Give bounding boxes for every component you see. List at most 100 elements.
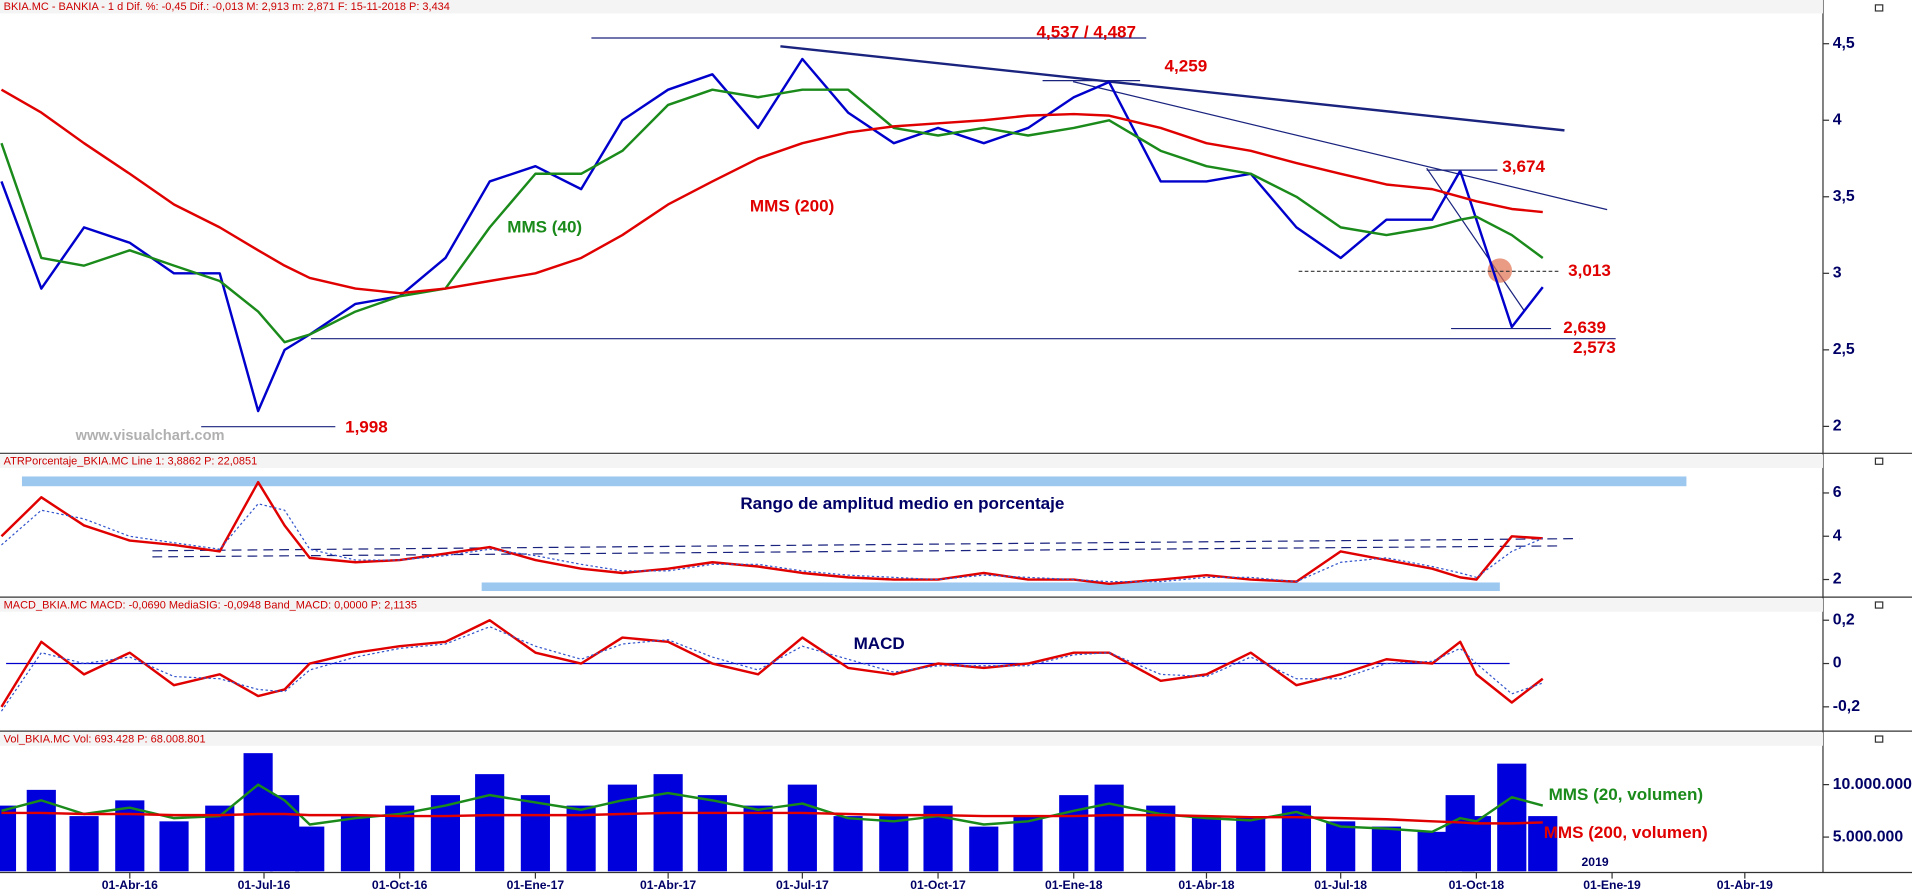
volume-bar xyxy=(1528,816,1558,872)
x-tick-label: 01-Ene-18 xyxy=(1045,878,1103,892)
panel-title: BKIA.MC - BANKIA - 1 d Dif. %: -0,45 Dif… xyxy=(4,1,450,13)
volume-bar xyxy=(1497,763,1527,872)
series-label: MMS (200) xyxy=(750,197,834,216)
level-label: 2,639 xyxy=(1563,318,1606,337)
x-tick-label: 01-Oct-17 xyxy=(910,878,966,892)
level-label: 3,674 xyxy=(1502,157,1545,176)
volume-bar xyxy=(0,805,17,872)
volume-bar xyxy=(475,774,505,872)
volume-bar xyxy=(1326,821,1356,872)
y-tick-label: 2 xyxy=(1833,418,1842,435)
volume-bar xyxy=(520,795,550,872)
panel-title: MACD_BKIA.MC MACD: -0,0690 MediaSIG: -0,… xyxy=(4,600,417,612)
x-tick-label: 01-Abr-16 xyxy=(102,878,158,892)
range-highlight xyxy=(481,582,1500,592)
watermark: www.visualchart.com xyxy=(75,428,225,444)
x-tick-label: 01-Ene-19 xyxy=(1583,878,1641,892)
volume-bar xyxy=(1371,826,1401,872)
y-tick-label: 10.000.000 xyxy=(1833,776,1912,793)
volume-bar xyxy=(787,784,817,872)
volume-bar xyxy=(833,816,863,872)
panel-title: Vol_BKIA.MC Vol: 693.428 P: 68.008.801 xyxy=(4,734,206,746)
panel-header-bg xyxy=(0,598,1823,612)
series-line xyxy=(0,619,1544,708)
x-tick-label: 01-Abr-19 xyxy=(1717,878,1773,892)
y-tick-label: -0,2 xyxy=(1833,698,1860,715)
volume-bar xyxy=(1461,816,1491,872)
level-label: 4,259 xyxy=(1165,57,1208,76)
x-tick-label: 01-Abr-18 xyxy=(1178,878,1234,892)
panel-header-bg xyxy=(0,454,1823,468)
level-label: 2,573 xyxy=(1573,338,1616,357)
y-tick-label: 2 xyxy=(1833,571,1842,588)
volume-bar xyxy=(879,816,909,872)
volume-bar xyxy=(1236,816,1266,872)
highlight-circle xyxy=(1487,258,1513,283)
panel-annotation: Rango de amplitud medio en porcentaje xyxy=(740,494,1064,513)
series-line xyxy=(0,626,1543,712)
control-icon xyxy=(1874,735,1884,743)
dashed-trend xyxy=(152,538,1580,552)
volume-bar xyxy=(159,821,189,872)
window-controls xyxy=(1874,4,1884,743)
panel-annotation: MACD xyxy=(854,634,905,653)
series-line xyxy=(0,88,1544,344)
y-tick-label: 3 xyxy=(1833,265,1842,282)
x-tick-label: 01-Jul-18 xyxy=(1314,878,1367,892)
x-tick-label: 01-Oct-18 xyxy=(1449,878,1505,892)
y-tick-label: 5.000.000 xyxy=(1833,828,1904,845)
level-label: 1,998 xyxy=(345,417,388,436)
volume-bar xyxy=(243,753,273,872)
panel-title: ATRPorcentaje_BKIA.MC Line 1: 3,8862 P: … xyxy=(4,456,258,468)
y-tick-label: 4,5 xyxy=(1833,35,1855,52)
y-tick-label: 2,5 xyxy=(1833,341,1855,358)
x-tick-label: 01-Jul-16 xyxy=(238,878,291,892)
panel-header-bg xyxy=(0,0,1823,14)
control-icon xyxy=(1874,601,1884,609)
year-label: 2019 xyxy=(1582,855,1609,869)
volume-bar xyxy=(1059,795,1089,872)
volume-bar xyxy=(743,805,773,872)
volume-bar xyxy=(270,795,300,872)
level-label: 3,013 xyxy=(1568,261,1611,280)
control-icon xyxy=(1874,457,1884,465)
control-icon xyxy=(1874,4,1884,12)
series-line xyxy=(0,88,1543,295)
volume-bar xyxy=(1094,784,1124,872)
volume-bar xyxy=(69,816,99,872)
x-tick-label: 01-Ene-17 xyxy=(507,878,565,892)
volume-bar xyxy=(969,826,999,872)
series-label: MMS (20, volumen) xyxy=(1549,785,1703,804)
volume-bar xyxy=(115,800,145,872)
x-tick-label: 01-Jul-17 xyxy=(776,878,829,892)
level-label: 4,537 / 4,487 xyxy=(1036,23,1136,42)
series-line xyxy=(1,811,1543,825)
dashed-trend xyxy=(152,545,1561,558)
volume-bar xyxy=(697,795,727,872)
y-tick-label: 3,5 xyxy=(1833,188,1855,205)
volume-bar xyxy=(1417,831,1447,872)
volume-bar xyxy=(295,826,325,872)
series-line xyxy=(0,480,1543,586)
y-tick-label: 4 xyxy=(1833,527,1842,544)
trend-line xyxy=(780,45,1565,132)
volume-bar xyxy=(566,805,596,872)
series-label: MMS (200, volumen) xyxy=(1544,823,1708,842)
series-line xyxy=(1,783,1544,834)
y-tick-label: 6 xyxy=(1833,484,1842,501)
range-highlight xyxy=(21,476,1687,487)
series-line xyxy=(1,503,1544,583)
y-tick-label: 0,2 xyxy=(1833,611,1855,628)
volume-bar xyxy=(1146,805,1176,872)
y-tick-label: 0 xyxy=(1833,655,1842,672)
trend-line xyxy=(1072,81,1608,211)
volume-bar xyxy=(1013,816,1043,872)
volume-bar xyxy=(653,774,683,872)
volume-bar xyxy=(1191,816,1222,872)
panel-header-bg xyxy=(0,732,1823,746)
volume-bar xyxy=(340,816,371,872)
y-tick-label: 4 xyxy=(1833,111,1842,128)
x-tick-label: 01-Oct-16 xyxy=(372,878,428,892)
